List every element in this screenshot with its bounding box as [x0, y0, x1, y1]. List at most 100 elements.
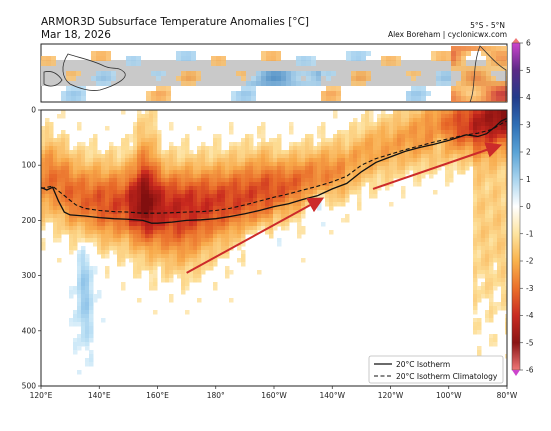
heatmap-cell	[437, 146, 442, 151]
heatmap-cell	[133, 246, 138, 251]
heatmap-cell	[65, 138, 70, 143]
heatmap-cell	[481, 202, 486, 207]
heatmap-cell	[489, 166, 494, 171]
heatmap-cell	[453, 138, 458, 143]
map-cell	[346, 51, 351, 56]
heatmap-cell	[141, 186, 146, 191]
heatmap-cell	[401, 142, 406, 147]
heatmap-cell	[77, 318, 82, 323]
heatmap-cell	[169, 226, 174, 231]
map-cell	[466, 71, 471, 76]
heatmap-cell	[105, 250, 110, 255]
heatmap-cell	[485, 130, 490, 135]
map-cell	[466, 96, 471, 101]
heatmap-cell	[429, 118, 434, 123]
heatmap-cell	[81, 314, 86, 319]
heatmap-cell	[449, 158, 454, 163]
heatmap-cell	[409, 162, 414, 167]
heatmap-cell	[325, 158, 330, 163]
heatmap-cell	[81, 338, 86, 343]
heatmap-cell	[45, 186, 50, 191]
heatmap-cell	[305, 150, 310, 155]
heatmap-cell	[225, 274, 230, 279]
heatmap-cell	[145, 210, 150, 215]
heatmap-cell	[121, 230, 126, 235]
heatmap-cell	[185, 146, 190, 151]
heatmap-cell	[505, 246, 507, 251]
heatmap-cell	[449, 114, 454, 119]
heatmap-cell	[81, 218, 86, 223]
heatmap-cell	[497, 154, 502, 159]
heatmap-cell	[81, 234, 86, 239]
heatmap-cell	[485, 234, 490, 239]
heatmap-cell	[45, 166, 50, 171]
heatmap-cell	[201, 210, 206, 215]
heatmap-cell	[125, 178, 130, 183]
heatmap-cell	[61, 202, 66, 207]
heatmap-cell	[89, 166, 94, 171]
heatmap-cell	[193, 254, 198, 259]
heatmap-cell	[129, 150, 134, 155]
heatmap-cell	[377, 162, 382, 167]
map-cell	[51, 56, 56, 61]
map-cell	[451, 96, 456, 101]
heatmap-cell	[277, 150, 282, 155]
heatmap-cell	[153, 190, 158, 195]
heatmap-cell	[245, 154, 250, 159]
heatmap-cell	[221, 166, 226, 171]
heatmap-cell	[341, 178, 346, 183]
heatmap-cell	[137, 262, 142, 267]
map-cell	[66, 96, 71, 101]
heatmap-cell	[49, 142, 54, 147]
heatmap-cell	[225, 202, 230, 207]
heatmap-cell	[389, 118, 394, 123]
heatmap-cell	[345, 218, 350, 223]
heatmap-cell	[85, 326, 90, 331]
map-cell	[461, 91, 466, 96]
heatmap-cell	[489, 202, 494, 207]
heatmap-cell	[245, 198, 250, 203]
heatmap-cell	[473, 142, 478, 147]
heatmap-cell	[169, 142, 174, 147]
heatmap-cell	[173, 254, 178, 259]
heatmap-cell	[141, 174, 146, 179]
heatmap-cell	[181, 150, 186, 155]
map-cell	[406, 91, 411, 96]
heatmap-cell	[105, 186, 110, 191]
map-cell	[466, 76, 471, 81]
heatmap-cell	[73, 310, 78, 315]
heatmap-cell	[133, 230, 138, 235]
heatmap-cell	[145, 222, 150, 227]
heatmap-cell	[301, 258, 306, 263]
heatmap-cell	[277, 134, 282, 139]
heatmap-cell	[173, 174, 178, 179]
heatmap-cell	[57, 170, 62, 175]
heatmap-cell	[93, 226, 98, 231]
heatmap-cell	[333, 198, 338, 203]
heatmap-cell	[125, 154, 130, 159]
heatmap-cell	[353, 138, 358, 143]
map-cell	[481, 81, 486, 86]
heatmap-cell	[245, 170, 250, 175]
heatmap-cell	[73, 290, 78, 295]
map-cell	[461, 76, 466, 81]
map-cell	[276, 51, 281, 56]
heatmap-cell	[489, 306, 494, 311]
heatmap-cell	[501, 230, 506, 235]
heatmap-cell	[273, 154, 278, 159]
heatmap-cell	[265, 166, 270, 171]
heatmap-cell	[393, 130, 398, 135]
heatmap-cell	[485, 226, 490, 231]
heatmap-cell	[253, 214, 258, 219]
heatmap-cell	[153, 166, 158, 171]
heatmap-cell	[109, 174, 114, 179]
heatmap-cell	[253, 166, 258, 171]
heatmap-cell	[53, 210, 58, 215]
heatmap-cell	[101, 174, 106, 179]
heatmap-cell	[101, 190, 106, 195]
map-cell	[426, 91, 431, 96]
map-cell	[251, 81, 256, 86]
heatmap-cell	[501, 166, 506, 171]
heatmap-cell	[397, 110, 402, 115]
heatmap-cell	[481, 230, 486, 235]
